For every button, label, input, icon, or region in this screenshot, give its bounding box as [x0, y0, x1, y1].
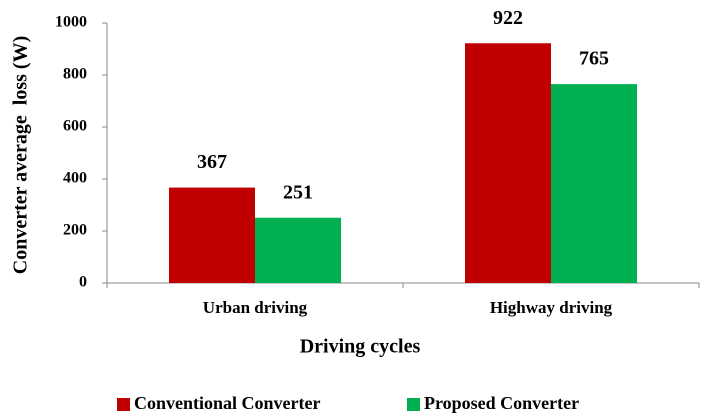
y-tick-label: 800 — [63, 66, 87, 83]
y-tick-label: 0 — [79, 274, 87, 291]
value-label: 765 — [579, 48, 609, 70]
x-axis-title: Driving cycles — [300, 336, 421, 358]
y-tick-label: 600 — [63, 118, 87, 135]
value-label: 922 — [493, 7, 523, 29]
legend-swatch — [117, 398, 130, 411]
y-axis-title: Converter average loss (W) — [10, 36, 32, 274]
value-label: 367 — [197, 151, 227, 173]
legend-swatch — [407, 398, 420, 411]
x-tick-label: Highway driving — [490, 298, 613, 317]
y-tick-label: 1000 — [55, 14, 87, 31]
legend-label: Conventional Converter — [134, 393, 320, 413]
x-tick-label: Urban driving — [203, 298, 308, 317]
y-tick-label: 200 — [63, 222, 87, 239]
y-tick-label: 400 — [63, 170, 87, 187]
bar — [551, 84, 637, 283]
bar — [169, 187, 255, 283]
bar — [465, 43, 551, 283]
bar — [255, 217, 341, 283]
value-label: 251 — [283, 181, 313, 203]
legend-label: Proposed Converter — [424, 393, 579, 413]
